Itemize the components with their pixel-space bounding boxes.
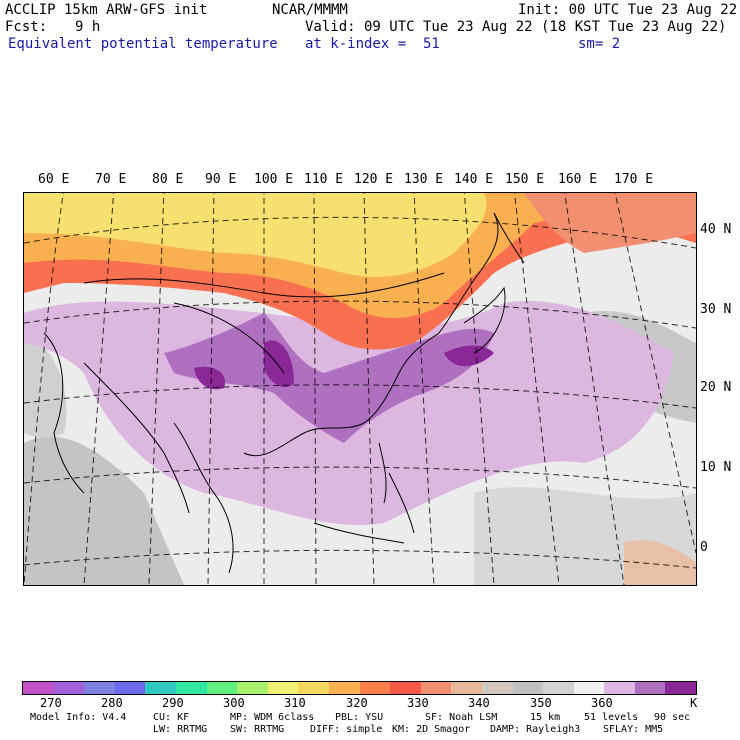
colorbar-swatch: [175, 682, 207, 694]
colorbar-swatch: [451, 682, 482, 694]
colorbar-swatch: [481, 682, 513, 694]
valid-time: Valid: 09 UTC Tue 23 Aug 22 (18 KST Tue …: [305, 19, 727, 35]
footer-item: 51 levels: [584, 712, 639, 723]
colorbar-tick: 310: [284, 696, 306, 710]
org-label: NCAR/MMMM: [272, 2, 348, 18]
colorbar-swatch: [390, 682, 421, 694]
colorbar-swatch: [359, 682, 391, 694]
footer-item: CU: KF: [153, 712, 190, 723]
colorbar-tick: 270: [40, 696, 62, 710]
colorbar-swatch: [634, 682, 666, 694]
lat-label: 20 N: [700, 380, 732, 395]
lat-label: 40 N: [700, 222, 732, 237]
lon-label: 100 E: [254, 172, 294, 187]
colorbar-tick: 300: [223, 696, 245, 710]
colorbar-swatch: [604, 682, 635, 694]
colorbar-swatch: [298, 682, 329, 694]
colorbar-tick: 350: [530, 696, 552, 710]
colorbar-swatch: [53, 682, 85, 694]
colorbar-swatch: [267, 682, 299, 694]
fcst-label: Fcst:: [5, 19, 48, 35]
colorbar: [22, 681, 697, 695]
field-name: Equivalent potential temperature: [8, 36, 278, 52]
colorbar-swatch: [573, 682, 605, 694]
colorbar-tick: 290: [162, 696, 184, 710]
colorbar-swatch: [665, 682, 697, 694]
colorbar-tick: 330: [407, 696, 429, 710]
lon-label: 130 E: [404, 172, 444, 187]
footer-item: DIFF: simple: [310, 724, 383, 735]
model-title: ACCLIP 15km ARW-GFS init: [5, 2, 208, 18]
theta-e-field: [24, 193, 696, 585]
footer-item: LW: RRTMG: [153, 724, 208, 735]
colorbar-swatch: [114, 682, 146, 694]
footer-item: Model Info: V4.4: [30, 712, 127, 723]
init-time: Init: 00 UTC Tue 23 Aug 22: [518, 2, 738, 18]
colorbar-tick: 280: [101, 696, 123, 710]
colorbar-tick: 320: [346, 696, 368, 710]
colorbar-swatch: [543, 682, 574, 694]
colorbar-swatch: [23, 682, 54, 694]
lon-label: 170 E: [614, 172, 654, 187]
level-info: at k-index = 51: [305, 36, 440, 52]
colorbar-swatch: [237, 682, 268, 694]
colorbar-swatch: [420, 682, 452, 694]
footer-item: 15 km: [530, 712, 561, 723]
lon-label: 60 E: [38, 172, 70, 187]
smoothing-info: sm= 2: [578, 36, 621, 52]
colorbar-swatch: [512, 682, 544, 694]
colorbar-swatch: [206, 682, 238, 694]
colorbar-swatch: [328, 682, 360, 694]
footer-item: DAMP: Rayleigh3: [490, 724, 581, 735]
lat-label: 30 N: [700, 302, 732, 317]
lon-label: 110 E: [304, 172, 344, 187]
footer-item: 90 sec: [654, 712, 691, 723]
footer-item: KM: 2D Smagor: [392, 724, 471, 735]
footer-item: MP: WDM 6class: [230, 712, 315, 723]
lon-label: 140 E: [454, 172, 494, 187]
lon-label: 70 E: [95, 172, 127, 187]
colorbar-tick: 340: [468, 696, 490, 710]
lon-label: 150 E: [505, 172, 545, 187]
lon-label: 80 E: [152, 172, 184, 187]
fcst-value: 9 h: [75, 19, 101, 35]
colorbar-swatch: [84, 682, 115, 694]
lon-label: 120 E: [354, 172, 394, 187]
footer-item: SF: Noah LSM: [425, 712, 498, 723]
lat-label: 10 N: [700, 460, 732, 475]
lon-label: 90 E: [205, 172, 237, 187]
footer-item: SW: RRTMG: [230, 724, 285, 735]
lat-label: 0: [700, 540, 708, 555]
colorbar-swatch: [145, 682, 176, 694]
map-panel: [23, 192, 697, 586]
footer-item: SFLAY: MM5: [603, 724, 664, 735]
footer-item: PBL: YSU: [335, 712, 384, 723]
colorbar-unit: K: [690, 696, 698, 710]
lon-label: 160 E: [558, 172, 598, 187]
colorbar-tick: 360: [591, 696, 613, 710]
